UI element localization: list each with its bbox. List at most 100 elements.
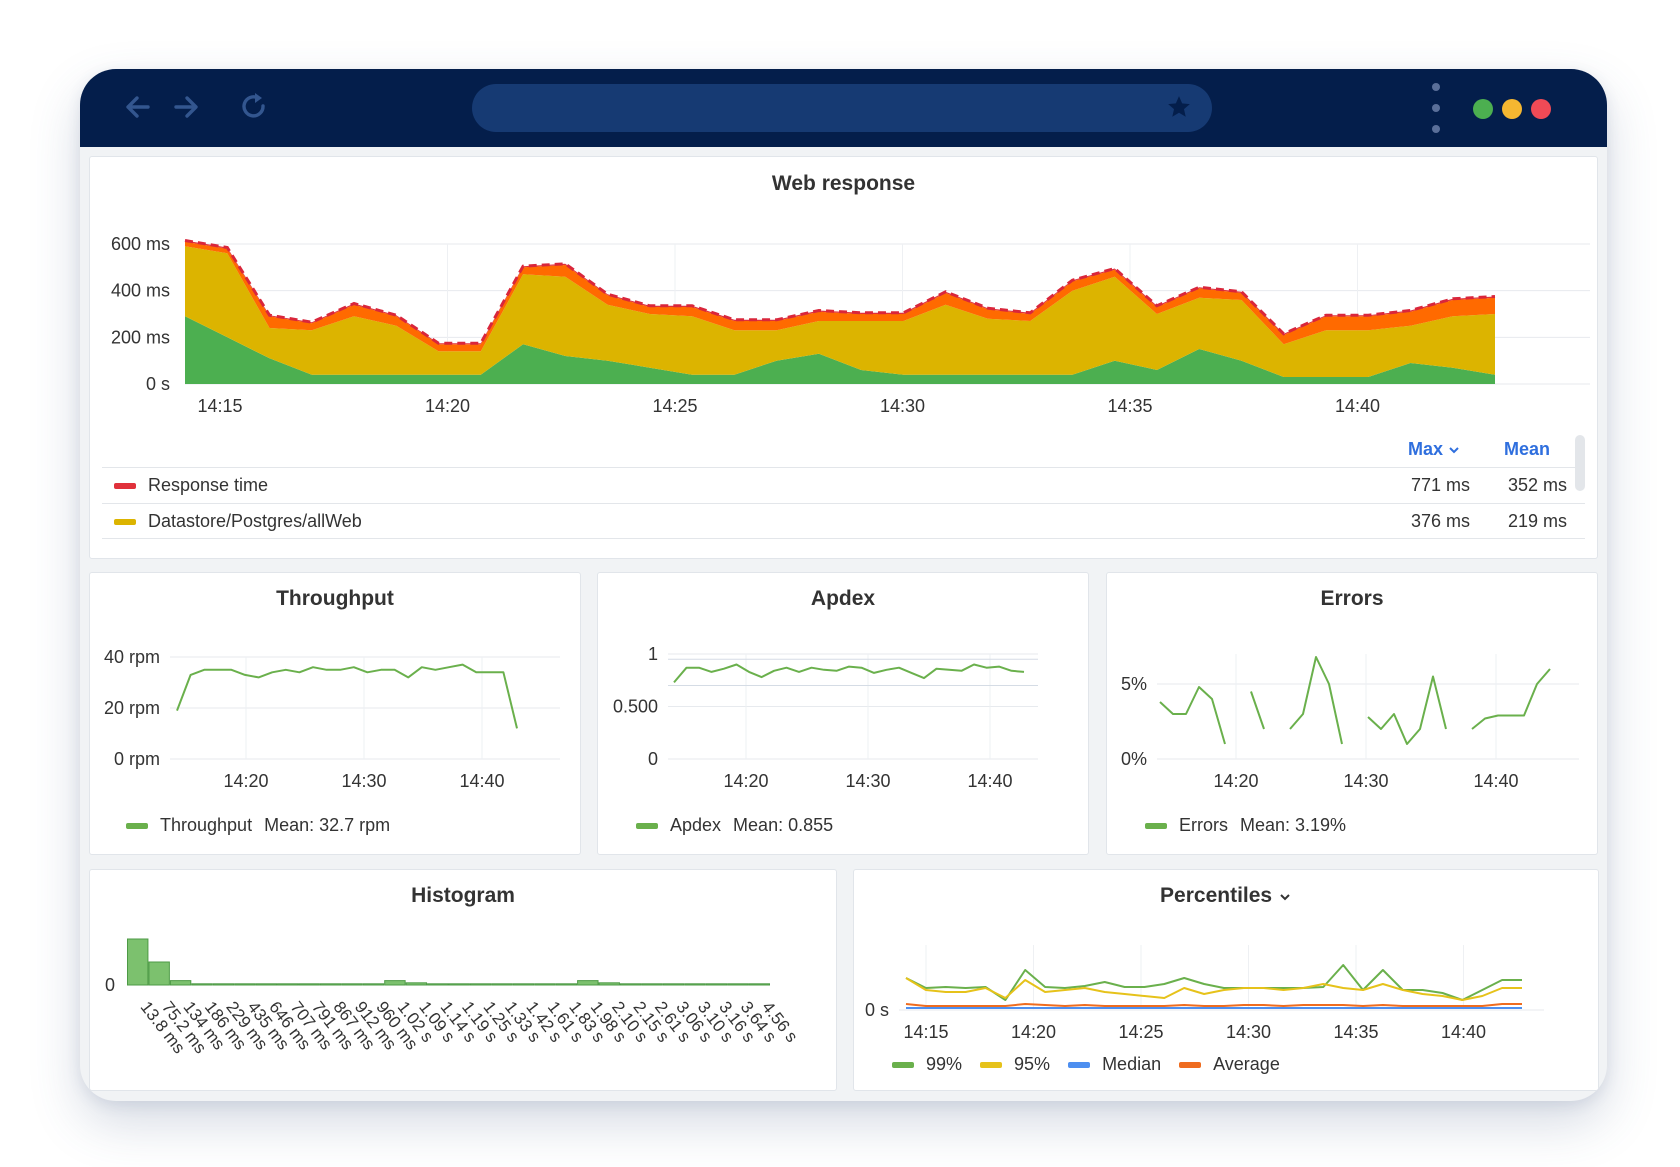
legend-row-datastore[interactable]: Datastore/Postgres/allWeb 376 ms 219 ms [102,503,1585,539]
histogram-bar [427,983,449,986]
errors-legend[interactable]: Errors Mean: 3.19% [1145,815,1346,836]
area-series [185,246,1495,377]
web-response-chart[interactable]: 600 ms 400 ms 200 ms 0 s 14:15 14:20 14:25 14:3… [90,217,1599,477]
x-tick-label: 14:25 [652,396,697,416]
histogram-title: Histogram [411,884,515,907]
legend-name: Errors [1179,815,1228,835]
legend-item[interactable]: 99% [892,1054,962,1075]
legend-swatch [980,1061,1003,1068]
legend-name: Datastore/Postgres/allWeb [148,511,362,531]
series-line [905,1003,1522,1007]
legend-mean: Mean: 0.855 [733,815,834,835]
percentiles-panel: Percentiles 0 s 14:15 14:20 14:25 14:30 14:35… [853,869,1599,1091]
errors-title: Errors [1320,587,1384,610]
legend-mean: 352 ms [1507,475,1567,495]
histogram-bar [727,983,749,986]
histogram-bar [319,983,342,986]
y-tick-label: 5% [1121,674,1147,694]
legend-scrollbar[interactable] [1575,435,1585,491]
browser-titlebar [80,69,1607,147]
legend-name: Response time [148,475,269,495]
window-maximize-dot[interactable] [1473,99,1493,119]
legend-item[interactable]: Median [1068,1054,1161,1075]
percentiles-chart[interactable]: 0 s 14:15 14:20 14:25 14:30 14:35 14:40 [854,930,1600,1060]
histogram-bar [212,983,235,986]
x-tick-label: 14:20 [425,396,470,416]
percentiles-legend[interactable]: 99% 95% Median Average [892,1054,1298,1075]
apdex-panel: Apdex 1 0.500 0 14:20 14:30 14:40 Apdex Mean:… [597,572,1089,855]
x-tick-label: 14:40 [967,771,1012,791]
histogram-bar [362,983,385,986]
legend-row-response-time[interactable]: Response time 771 ms 352 ms [102,467,1585,503]
legend-name: 99% [926,1054,963,1074]
histogram-bar [705,983,728,986]
dashboard: Web response 600 ms 400 ms 200 ms 0 s 14:15 1… [80,147,1607,1101]
area-series [185,316,1495,384]
histogram-bar [491,983,513,986]
histogram-bar [577,980,599,986]
histogram-bar [405,982,428,986]
x-tick-label: 14:35 [1333,1022,1378,1042]
legend-swatch [1068,1061,1091,1068]
throughput-chart[interactable]: 40 rpm 20 rpm 0 rpm 14:20 14:30 14:40 [90,623,582,803]
histogram-bar [277,983,299,986]
legend-swatch [1179,1061,1202,1068]
y-tick-label: 0 [105,975,115,995]
x-tick-label: 14:20 [723,771,768,791]
y-tick-label: 0 s [865,1000,889,1020]
histogram-bar [384,980,406,986]
series-line [673,663,1025,684]
legend-max: 771 ms [1410,475,1470,495]
histogram-bar [169,980,192,986]
star-icon[interactable] [1166,94,1192,120]
legend-name: Throughput [160,815,253,835]
web-response-title: Web response [771,172,916,195]
legend-swatch [114,483,136,489]
x-tick-label: 14:40 [1335,396,1380,416]
percentiles-title[interactable]: Percentiles [854,884,1598,908]
legend-item[interactable]: 95% [980,1054,1050,1075]
errors-chart[interactable]: 5% 0% 14:20 14:30 14:40 [1107,623,1599,803]
apdex-title: Apdex [810,587,876,610]
mean-column-header[interactable]: Mean [1503,439,1550,459]
histogram-bar [148,961,170,986]
legend-name: Median [1102,1054,1162,1074]
legend-swatch [126,822,148,829]
x-tick-label: 14:30 [341,771,386,791]
legend-item[interactable]: Average [1179,1054,1280,1075]
throughput-legend[interactable]: Throughput Mean: 32.7 rpm [126,815,390,836]
window-minimize-dot[interactable] [1502,99,1522,119]
web-response-panel: Web response 600 ms 400 ms 200 ms 0 s 14:15 1… [89,156,1598,559]
x-tick-label: 14:30 [845,771,890,791]
throughput-title: Throughput [276,587,394,610]
histogram-bar [748,983,770,986]
histogram-bar [234,983,256,986]
legend-mean: Mean: 32.7 rpm [264,815,391,835]
response-time-line [184,239,1496,345]
histogram-bar [684,983,706,986]
histogram-bar [619,983,642,986]
apdex-chart[interactable]: 1 0.500 0 14:20 14:30 14:40 [598,623,1090,803]
y-tick-label: 40 rpm [104,647,160,667]
legend-mean: Mean: 3.19% [1240,815,1347,835]
kebab-menu-icon[interactable] [1430,83,1442,133]
histogram-bar [191,983,213,986]
x-tick-label: 14:20 [223,771,268,791]
series-line [176,663,518,729]
apdex-legend[interactable]: Apdex Mean: 0.855 [636,815,833,836]
arrow-left-icon[interactable] [120,89,156,125]
histogram-bar [448,983,470,986]
window-close-dot[interactable] [1531,99,1551,119]
address-bar[interactable] [472,84,1212,132]
y-tick-label: 0 [648,749,658,769]
arrow-right-icon[interactable] [168,89,204,125]
y-tick-label: 0 rpm [114,749,160,769]
area-series [185,241,1495,352]
chevron-down-icon [1280,894,1290,901]
series-line [1159,656,1551,745]
max-column-header[interactable]: Max [1408,439,1460,460]
y-tick-label: 200 ms [111,327,170,347]
reload-icon[interactable] [236,89,272,125]
legend-max: 376 ms [1410,511,1470,531]
